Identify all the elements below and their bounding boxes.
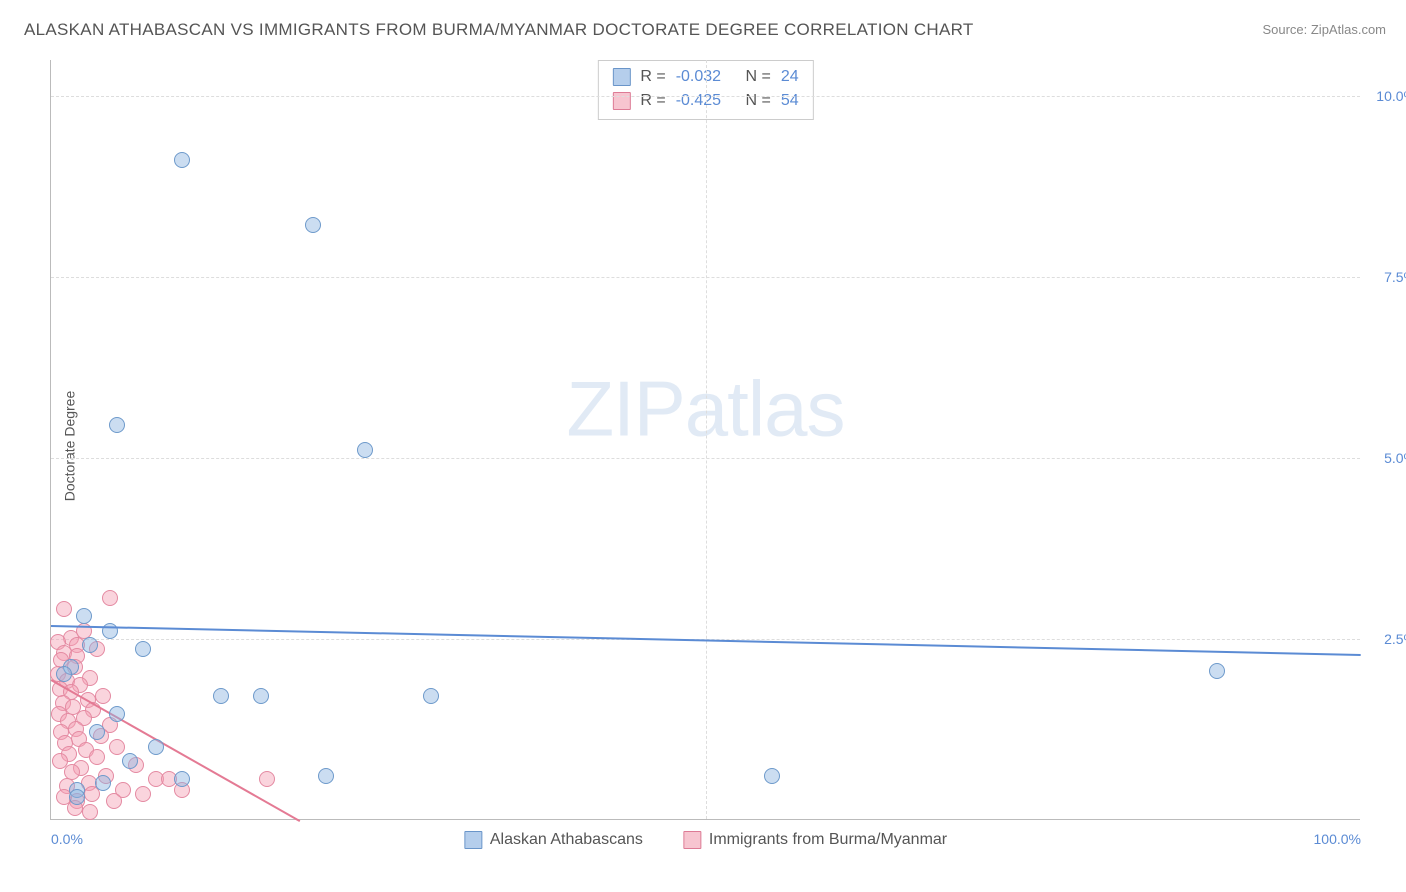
scatter-point-blue — [89, 724, 105, 740]
scatter-point-blue — [76, 608, 92, 624]
stat-n-pink: 54 — [781, 89, 799, 113]
x-tick-label: 0.0% — [51, 831, 83, 847]
watermark-light: atlas — [685, 365, 845, 453]
swatch-blue-icon — [612, 68, 630, 86]
legend-item-blue: Alaskan Athabascans — [464, 831, 643, 849]
scatter-point-pink — [109, 739, 125, 755]
stat-r-label: R = — [640, 65, 665, 89]
scatter-point-pink — [89, 749, 105, 765]
watermark-bold: ZIP — [566, 365, 684, 453]
stat-r-pink: -0.425 — [676, 89, 721, 113]
scatter-point-pink — [106, 793, 122, 809]
scatter-point-pink — [56, 601, 72, 617]
scatter-point-pink — [82, 804, 98, 820]
scatter-point-blue — [318, 768, 334, 784]
scatter-point-pink — [259, 771, 275, 787]
scatter-point-blue — [95, 775, 111, 791]
y-tick-label: 5.0% — [1384, 450, 1406, 466]
scatter-point-pink — [95, 688, 111, 704]
stat-n-label: N = — [746, 65, 771, 89]
scatter-point-blue — [1209, 663, 1225, 679]
legend-blue-label: Alaskan Athabascans — [490, 831, 643, 849]
scatter-point-blue — [423, 688, 439, 704]
stat-n-blue: 24 — [781, 65, 799, 89]
scatter-point-blue — [305, 217, 321, 233]
swatch-blue-icon — [464, 831, 482, 849]
stat-r-blue: -0.032 — [676, 65, 721, 89]
scatter-point-pink — [102, 590, 118, 606]
scatter-point-blue — [135, 641, 151, 657]
scatter-point-blue — [764, 768, 780, 784]
scatter-point-blue — [69, 789, 85, 805]
scatter-point-blue — [213, 688, 229, 704]
stat-n-label: N = — [746, 89, 771, 113]
x-tick-label: 100.0% — [1314, 831, 1361, 847]
y-tick-label: 7.5% — [1384, 269, 1406, 285]
stat-r-label: R = — [640, 89, 665, 113]
scatter-point-pink — [135, 786, 151, 802]
scatter-point-blue — [357, 442, 373, 458]
scatter-point-blue — [174, 771, 190, 787]
swatch-pink-icon — [683, 831, 701, 849]
scatter-point-blue — [82, 637, 98, 653]
swatch-pink-icon — [612, 92, 630, 110]
legend-bottom: Alaskan Athabascans Immigrants from Burm… — [464, 831, 947, 849]
scatter-point-blue — [253, 688, 269, 704]
scatter-point-blue — [122, 753, 138, 769]
plot-area: ZIPatlas R = -0.032 N = 24 R = -0.425 N … — [50, 60, 1360, 820]
gridline-vertical — [706, 60, 707, 819]
scatter-point-blue — [148, 739, 164, 755]
chart-title: ALASKAN ATHABASCAN VS IMMIGRANTS FROM BU… — [24, 20, 974, 40]
scatter-point-blue — [56, 666, 72, 682]
y-tick-label: 2.5% — [1384, 631, 1406, 647]
y-tick-label: 10.0% — [1376, 88, 1406, 104]
scatter-point-blue — [109, 706, 125, 722]
legend-item-pink: Immigrants from Burma/Myanmar — [683, 831, 947, 849]
source-attribution: Source: ZipAtlas.com — [1262, 22, 1386, 37]
scatter-point-blue — [109, 417, 125, 433]
legend-pink-label: Immigrants from Burma/Myanmar — [709, 831, 947, 849]
scatter-point-blue — [174, 152, 190, 168]
